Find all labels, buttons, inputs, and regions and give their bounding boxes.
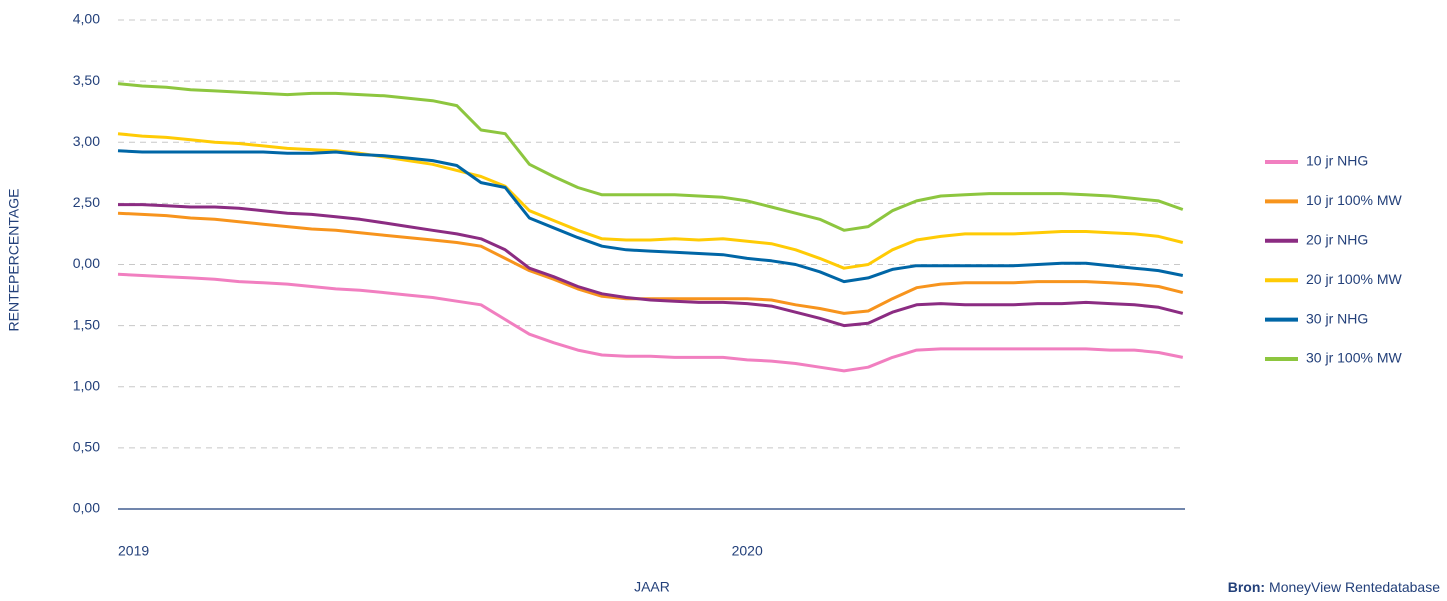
y-tick-label: 0,50 [73, 439, 100, 455]
source: Bron: MoneyView Rentedatabase [1228, 579, 1441, 595]
y-tick-label: 0,00 [73, 500, 100, 516]
y-tick-label: 1,00 [73, 377, 100, 393]
series-line [117, 272, 1184, 373]
y-tick-label: 0,00 [73, 255, 100, 271]
x-tick-label: 2020 [732, 543, 763, 559]
x-axis-label: JAAR [634, 579, 670, 595]
y-axis-label: RENTEPERCENTAGE [6, 189, 22, 332]
y-tick-label: 4,00 [73, 11, 100, 27]
legend-label: 10 jr 100% MW [1306, 192, 1402, 208]
series-line [118, 203, 1184, 328]
legend-label: 10 jr NHG [1306, 153, 1368, 169]
y-tick-label: 1,50 [73, 316, 100, 332]
series-line [117, 82, 1184, 232]
legend-label: 20 jr NHG [1306, 232, 1368, 248]
legend-label: 30 jr NHG [1306, 310, 1368, 326]
y-tick-label: 3,50 [73, 72, 100, 88]
y-tick-label: 2,50 [73, 194, 100, 210]
legend-label: 30 jr 100% MW [1306, 350, 1402, 366]
y-tick-label: 3,00 [73, 133, 100, 149]
x-tick-label: 2019 [118, 543, 149, 559]
source-text: MoneyView Rentedatabase [1269, 579, 1440, 595]
legend-label: 20 jr 100% MW [1306, 271, 1402, 287]
source-label: Bron: [1228, 579, 1265, 595]
series-line [117, 211, 1184, 315]
series-line [117, 149, 1184, 284]
series-line [117, 132, 1184, 270]
